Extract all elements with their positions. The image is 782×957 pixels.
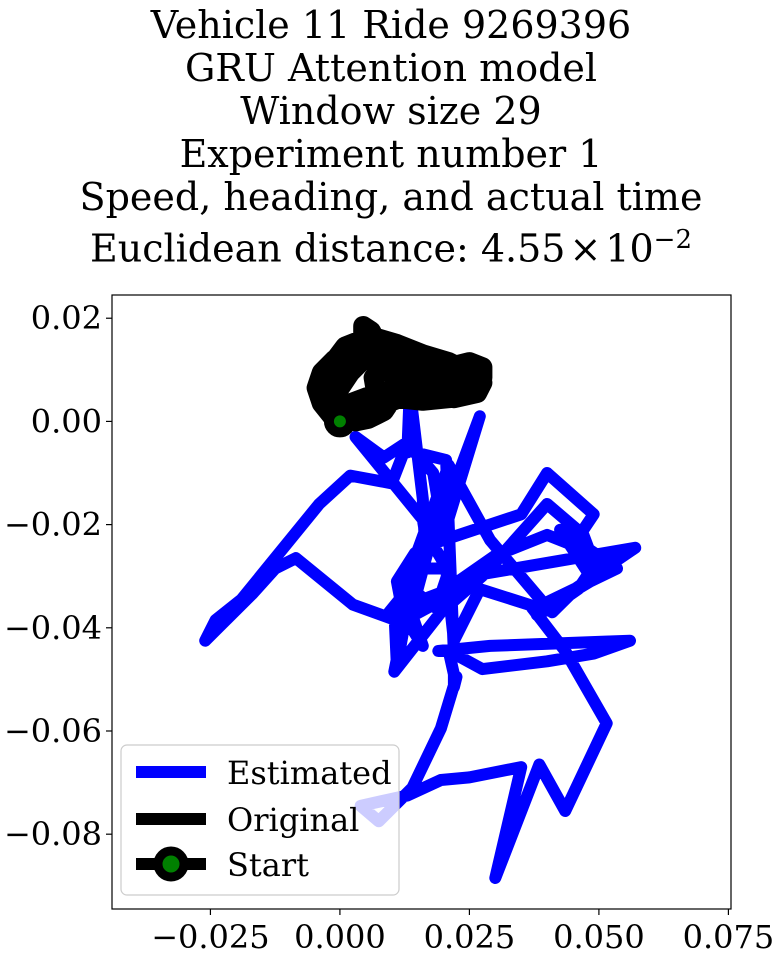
series-layer	[199, 316, 642, 884]
legend-start-label: Start	[227, 846, 309, 884]
distance-prefix: Euclidean distance:	[90, 226, 481, 271]
chart-title: Vehicle 11 Ride 9269396 GRU Attention mo…	[0, 4, 782, 271]
title-line-1: Vehicle 11 Ride 9269396	[150, 3, 632, 47]
legend-box	[120, 744, 400, 896]
y-tick-label: −0.02	[4, 506, 102, 544]
series-original-line	[306, 316, 493, 432]
x-tick-label: −0.025	[151, 918, 269, 956]
legend-start-marker	[153, 846, 189, 882]
distance-times: ×	[569, 226, 602, 271]
x-tick-label: 0.050	[553, 918, 645, 956]
x-tick-label: 0.000	[294, 918, 386, 956]
ticks-layer: −0.025 0.000 0.025 0.050 0.075 0.02 0.00 −0.02 −…	[4, 299, 774, 956]
title-line-5: Speed, heading, and actual time	[79, 175, 703, 219]
title-line-4: Experiment number 1	[179, 132, 603, 176]
title-line-3: Window size 29	[240, 89, 542, 133]
x-tick-label: 0.025	[424, 918, 516, 956]
distance-exponent: −2	[653, 225, 692, 255]
title-line-6: Euclidean distance: 4.55 × 10−2	[0, 219, 782, 271]
distance-base: 10	[605, 226, 654, 271]
legend: Estimated Original Start	[120, 744, 400, 896]
y-tick-label: −0.04	[4, 609, 102, 647]
y-tick-label: −0.08	[4, 815, 102, 853]
y-tick-label: 0.00	[31, 402, 102, 440]
series-estimated-line	[199, 384, 642, 884]
x-tick-label: 0.075	[683, 918, 775, 956]
title-line-2: GRU Attention model	[184, 46, 598, 90]
legend-estimated-label: Estimated	[227, 754, 392, 792]
y-tick-label: 0.02	[31, 299, 102, 337]
legend-original-label: Original	[227, 801, 359, 839]
y-tick-label: −0.06	[4, 712, 102, 750]
plot-frame	[111, 294, 732, 910]
series-start-marker	[323, 405, 356, 438]
distance-mantissa: 4.55	[480, 226, 566, 271]
